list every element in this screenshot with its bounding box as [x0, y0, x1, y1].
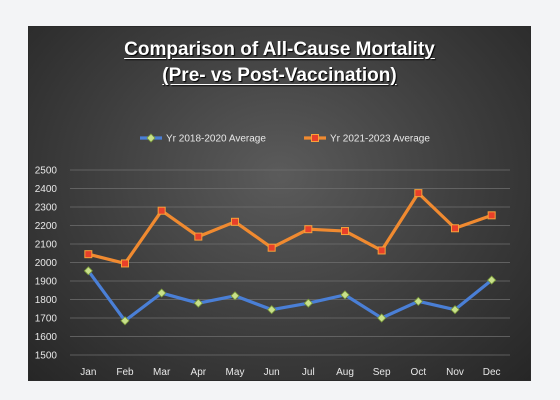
legend-swatch-marker: [146, 133, 156, 143]
data-point-marker: [377, 313, 387, 323]
x-tick-label: Aug: [336, 367, 354, 378]
data-point-marker: [120, 316, 130, 326]
y-tick-label: 2500: [35, 166, 58, 177]
chart-title-line1: Comparison of All-Cause Mortality: [124, 39, 435, 60]
x-tick-label: Dec: [483, 367, 501, 378]
data-point-marker: [193, 298, 203, 308]
data-point-marker: [157, 288, 167, 298]
data-point-marker: [414, 189, 423, 198]
x-tick-label: Sep: [373, 367, 391, 378]
x-tick-label: Mar: [153, 367, 171, 378]
data-point-marker: [450, 305, 460, 315]
y-tick-label: 1700: [35, 314, 58, 325]
y-tick-label: 1900: [35, 277, 58, 288]
chart-title-line2: (Pre- vs Post-Vaccination): [162, 65, 397, 86]
data-point-marker: [267, 305, 277, 315]
data-point-marker: [303, 298, 313, 308]
data-point-marker: [451, 224, 459, 233]
x-tick-label: Jul: [302, 367, 315, 378]
x-tick-label: May: [226, 367, 245, 378]
data-point-marker: [413, 296, 423, 306]
data-point-marker: [121, 259, 129, 268]
x-tick-label: Jun: [264, 367, 280, 378]
legend-swatch-marker: [311, 134, 319, 142]
data-point-marker: [267, 243, 276, 252]
series-line-1: [87, 191, 493, 266]
data-point-marker: [194, 232, 203, 241]
data-point-marker: [340, 290, 350, 300]
x-tick-label: Feb: [116, 367, 134, 378]
data-point-marker: [157, 206, 166, 215]
y-tick-label: 2100: [35, 240, 58, 251]
legend-label: Yr 2021-2023 Average: [330, 134, 430, 145]
y-tick-label: 1800: [35, 295, 58, 306]
data-point-marker: [231, 217, 239, 226]
y-tick-label: 2400: [35, 184, 58, 195]
data-point-marker: [84, 250, 93, 259]
y-tick-label: 2300: [35, 203, 58, 214]
data-point-marker: [377, 246, 386, 255]
legend-label: Yr 2018-2020 Average: [166, 134, 266, 145]
y-tick-label: 2000: [35, 258, 58, 269]
data-point-marker: [341, 227, 349, 236]
chart-frame: Comparison of All-Cause Mortality (Pre- …: [28, 26, 531, 381]
x-tick-label: Oct: [411, 367, 427, 378]
x-tick-label: Apr: [191, 367, 207, 378]
y-tick-label: 2200: [35, 221, 58, 232]
data-point-marker: [230, 291, 240, 301]
y-tick-label: 1500: [35, 351, 58, 362]
data-point-marker: [304, 225, 313, 234]
data-point-marker: [487, 275, 497, 285]
data-point-marker: [83, 266, 93, 276]
x-tick-label: Nov: [446, 367, 464, 378]
series-line-0: [87, 269, 493, 323]
data-point-marker: [487, 211, 496, 220]
x-tick-label: Jan: [80, 367, 96, 378]
y-tick-label: 1600: [35, 332, 58, 343]
